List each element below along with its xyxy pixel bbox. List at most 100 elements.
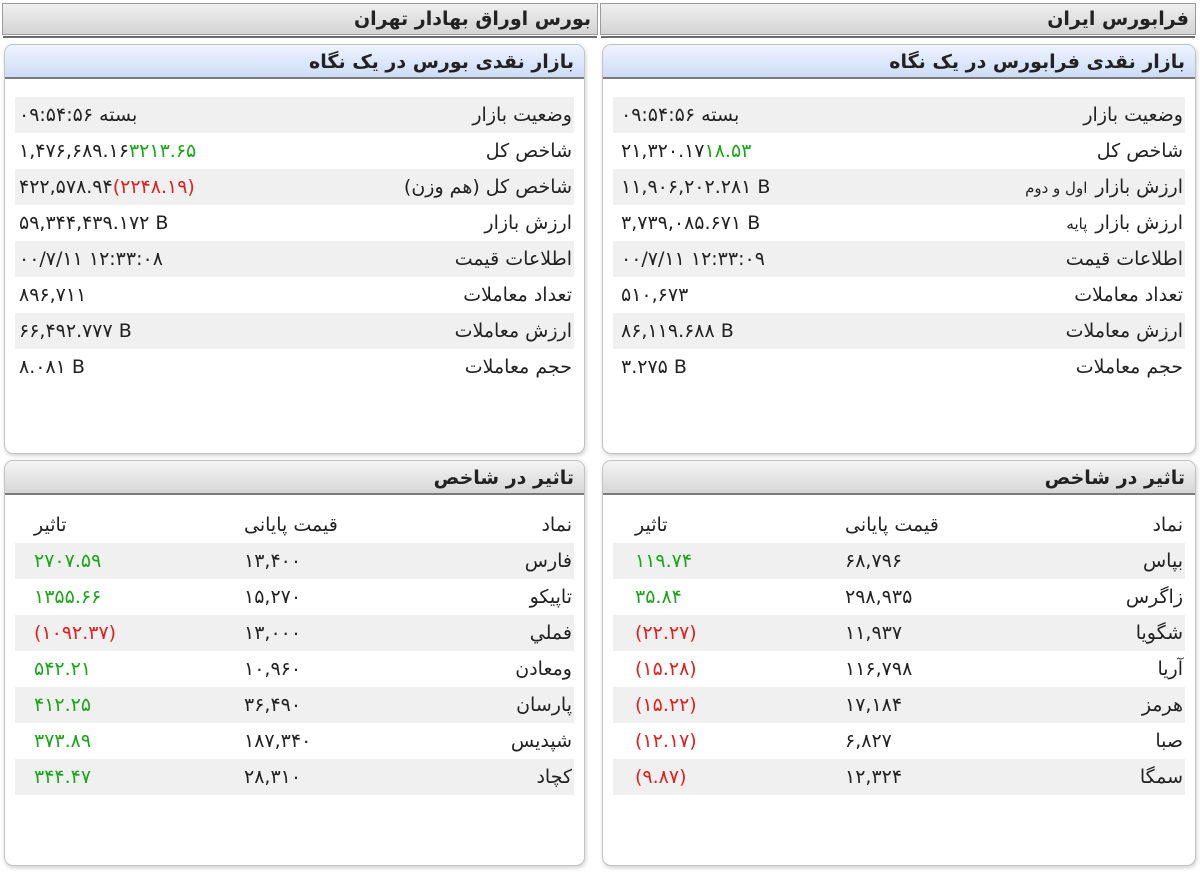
table-row[interactable]: شگویا ۱۱,۹۳۷ (۲۲.۲۷): [613, 615, 1185, 651]
symbol-cell[interactable]: فملي: [529, 622, 572, 644]
row-value: ۸۹۶,۷۱۱: [19, 284, 87, 306]
col-impact[interactable]: تاثیر: [34, 514, 67, 536]
impact-cell: (۱۰۹۲.۳۷): [34, 622, 117, 644]
impact-cell: ۳۵.۸۴: [635, 586, 682, 608]
table-row[interactable]: هرمز ۱۷,۱۸۴ (۱۵.۲۲): [613, 687, 1185, 723]
list-item: اطلاعات قیمت ۰۰/۷/۱۱ ۱۲:۳۳:۰۹: [613, 241, 1185, 277]
col-impact[interactable]: تاثیر: [635, 514, 668, 536]
price-cell: ۶,۸۲۷: [845, 730, 892, 752]
table-row[interactable]: شپدیس ۱۸۷,۳۴۰ ۳۷۳.۸۹: [15, 723, 574, 759]
row-value: ۰۰/۷/۱۱ ۱۲:۳۳:۰۹: [621, 248, 765, 270]
symbol-cell[interactable]: آریا: [1157, 658, 1183, 680]
row-label: تعداد معاملات: [463, 284, 572, 306]
list-item: ارزش معاملات ۸۶,۱۱۹.۶۸۸ B: [613, 313, 1185, 349]
price-cell: ۲۹۸,۹۳۵: [845, 586, 913, 608]
row-label: ارزش بازار: [484, 212, 572, 234]
symbol-cell[interactable]: شگویا: [1135, 622, 1183, 644]
table-row[interactable]: زاگرس ۲۹۸,۹۳۵ ۳۵.۸۴: [613, 579, 1185, 615]
tse-header: بورس اوراق بهادار تهران: [2, 3, 598, 38]
table-row[interactable]: آریا ۱۱۶,۷۹۸ (۱۵.۲۸): [613, 651, 1185, 687]
impact-cell: ۳۷۳.۸۹: [34, 730, 92, 752]
row-label: اطلاعات قیمت: [454, 248, 572, 270]
price-cell: ۱۱,۹۳۷: [845, 622, 903, 644]
row-value: ۵۹,۳۴۴,۴۳۹.۱۷۲ B: [19, 212, 169, 234]
farabourse-header-label: فرابورس ایران: [1047, 8, 1189, 30]
table-row[interactable]: کچاد ۲۸,۳۱۰ ۳۴۴.۴۷: [15, 759, 574, 795]
symbol-cell[interactable]: شپدیس: [510, 730, 572, 752]
index-change: ۳۲۱۳.۶۵: [128, 140, 197, 162]
price-cell: ۱۳,۴۰۰: [244, 550, 302, 572]
table-row[interactable]: تاپیکو ۱۵,۲۷۰ ۱۳۵۵.۶۶: [15, 579, 574, 615]
row-value: ۸۶,۱۱۹.۶۸۸ B: [621, 320, 734, 342]
row-value: ۲۱,۳۲۰.۱۷۱۸.۵۳: [621, 140, 752, 162]
list-item: تعداد معاملات ۸۹۶,۷۱۱: [15, 277, 574, 313]
farabourse-glance-title: بازار نقدی فرابورس در یک نگاه: [603, 45, 1195, 79]
col-price[interactable]: قیمت پایانی: [845, 514, 939, 536]
col-price[interactable]: قیمت پایانی: [244, 514, 338, 536]
row-label: ارزش بازار اول و دوم: [1025, 176, 1183, 198]
farabourse-header: فرابورس ایران: [600, 3, 1196, 38]
symbol-cell[interactable]: تاپیکو: [529, 586, 572, 608]
symbol-cell[interactable]: کچاد: [536, 766, 572, 788]
tse-header-label: بورس اوراق بهادار تهران: [353, 8, 591, 30]
table-row[interactable]: سمگا ۱۲,۳۲۴ (۹.۸۷): [613, 759, 1185, 795]
row-value: ۶۶,۴۹۲.۷۷۷ B: [19, 320, 132, 342]
table-row[interactable]: بپاس ۶۸,۷۹۶ ۱۱۹.۷۴: [613, 543, 1185, 579]
list-item: حجم معاملات ۳.۲۷۵ B: [613, 349, 1185, 385]
impact-cell: ۵۴۲.۲۱: [34, 658, 92, 680]
symbol-cell[interactable]: زاگرس: [1125, 586, 1183, 608]
table-row[interactable]: صبا ۶,۸۲۷ (۱۲.۱۷): [613, 723, 1185, 759]
tse-impact-panel: تاثیر در شاخص نماد قیمت پایانی تاثیر فار…: [4, 460, 585, 866]
table-row[interactable]: فملي ۱۳,۰۰۰ (۱۰۹۲.۳۷): [15, 615, 574, 651]
col-symbol[interactable]: نماد: [541, 514, 572, 536]
impact-cell: ۳۴۴.۴۷: [34, 766, 92, 788]
symbol-cell[interactable]: صبا: [1155, 730, 1183, 752]
row-value: ۳,۷۳۹,۰۸۵.۶۷۱ B: [621, 212, 761, 234]
tse-impact-table: نماد قیمت پایانی تاثیر فارس ۱۳,۴۰۰ ۲۷۰۷.۵۹…: [15, 507, 574, 795]
list-item: شاخص کل (هم وزن) ۴۲۲,۵۷۸.۹۴(۲۲۴۸.۱۹): [15, 169, 574, 205]
row-label: حجم معاملات: [464, 356, 572, 378]
symbol-cell[interactable]: بپاس: [1142, 550, 1183, 572]
impact-cell: ۲۷۰۷.۵۹: [34, 550, 102, 572]
row-value: ۸.۰۸۱ B: [19, 356, 85, 378]
list-item: ارزش بازار پایه ۳,۷۳۹,۰۸۵.۶۷۱ B: [613, 205, 1185, 241]
row-label: وضعیت بازار: [1083, 104, 1183, 126]
row-value: ۴۲۲,۵۷۸.۹۴(۲۲۴۸.۱۹): [19, 176, 195, 198]
row-value: ۰۰/۷/۱۱ ۱۲:۳۳:۰۸: [19, 248, 163, 270]
symbol-cell[interactable]: پارسان: [516, 694, 572, 716]
table-row[interactable]: پارسان ۳۶,۴۹۰ ۴۱۲.۲۵: [15, 687, 574, 723]
row-value: ۵۱۰,۶۷۳: [621, 284, 689, 306]
table-row[interactable]: فارس ۱۳,۴۰۰ ۲۷۰۷.۵۹: [15, 543, 574, 579]
price-cell: ۲۸,۳۱۰: [244, 766, 302, 788]
price-cell: ۱۳,۰۰۰: [244, 622, 302, 644]
price-cell: ۱۷,۱۸۴: [845, 694, 903, 716]
impact-cell: ۱۳۵۵.۶۶: [34, 586, 102, 608]
tse-glance-title: بازار نقدی بورس در یک نگاه: [5, 45, 584, 79]
farabourse-glance-rows: وضعیت بازار بسته ۰۹:۵۴:۵۶ شاخص کل ۲۱,۳۲۰…: [613, 97, 1185, 385]
index-change: (۲۲۴۸.۱۹): [112, 176, 195, 198]
symbol-cell[interactable]: سمگا: [1139, 766, 1183, 788]
impact-cell: (۲۲.۲۷): [635, 622, 697, 644]
impact-cell: (۹.۸۷): [635, 766, 687, 788]
price-cell: ۶۸,۷۹۶: [845, 550, 903, 572]
impact-cell: (۱۲.۱۷): [635, 730, 697, 752]
col-symbol[interactable]: نماد: [1152, 514, 1183, 536]
farabourse-impact-table: نماد قیمت پایانی تاثیر بپاس ۶۸,۷۹۶ ۱۱۹.۷۴ ز…: [613, 507, 1185, 795]
farabourse-impact-panel: تاثیر در شاخص نماد قیمت پایانی تاثیر بپا…: [602, 460, 1196, 866]
table-row[interactable]: ومعادن ۱۰,۹۶۰ ۵۴۲.۲۱: [15, 651, 574, 687]
price-cell: ۱۱۶,۷۹۸: [845, 658, 913, 680]
list-item: وضعیت بازار بسته ۰۹:۵۴:۵۶: [15, 97, 574, 133]
row-label: شاخص کل: [1096, 140, 1183, 162]
price-cell: ۱۲,۳۲۴: [845, 766, 903, 788]
symbol-cell[interactable]: ومعادن: [515, 658, 572, 680]
list-item: ارزش معاملات ۶۶,۴۹۲.۷۷۷ B: [15, 313, 574, 349]
symbol-cell[interactable]: هرمز: [1141, 694, 1183, 716]
symbol-cell[interactable]: فارس: [524, 550, 572, 572]
list-item: ارزش بازار ۵۹,۳۴۴,۴۳۹.۱۷۲ B: [15, 205, 574, 241]
price-cell: ۱۰,۹۶۰: [244, 658, 302, 680]
row-label: ارزش بازار پایه: [1066, 212, 1183, 234]
list-item: حجم معاملات ۸.۰۸۱ B: [15, 349, 574, 385]
row-value: بسته ۰۹:۵۴:۵۶: [621, 104, 740, 126]
tse-glance-rows: وضعیت بازار بسته ۰۹:۵۴:۵۶ شاخص کل ۱,۴۷۶,…: [15, 97, 574, 385]
list-item: تعداد معاملات ۵۱۰,۶۷۳: [613, 277, 1185, 313]
